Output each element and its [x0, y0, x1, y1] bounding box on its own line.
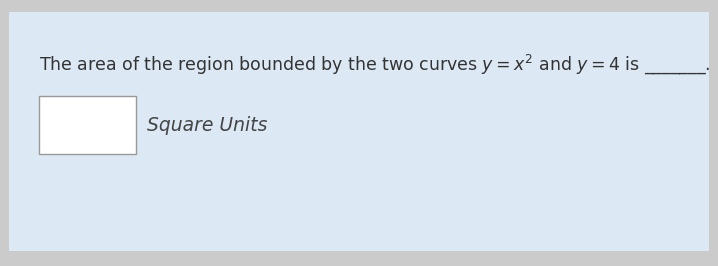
Text: The area of the region bounded by the two curves $y = x^2$ and $y = 4$ is ______: The area of the region bounded by the tw… — [39, 52, 711, 76]
Text: Square Units: Square Units — [147, 115, 268, 135]
Bar — [39, 96, 136, 154]
